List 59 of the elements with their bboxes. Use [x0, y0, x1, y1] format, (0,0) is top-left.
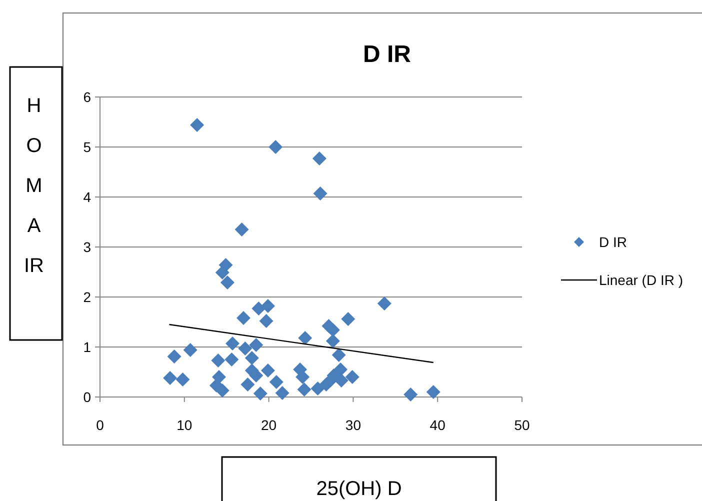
- point: [310, 382, 325, 396]
- point: [259, 314, 274, 328]
- point: [244, 351, 259, 365]
- point: [226, 336, 240, 350]
- point: [190, 118, 204, 132]
- y-tick-label: 0: [83, 389, 92, 405]
- point: [234, 222, 249, 236]
- point: [334, 362, 348, 376]
- point: [268, 140, 283, 154]
- x-tick-label: 10: [176, 417, 192, 433]
- y-tick-label: 2: [83, 289, 92, 305]
- x-tick-label: 40: [430, 417, 446, 433]
- y-tick-label: 6: [83, 89, 92, 105]
- x-tick-label: 30: [345, 417, 362, 433]
- point: [238, 342, 252, 356]
- point: [236, 311, 250, 325]
- y-axis-title: HOMA IR: [24, 95, 44, 277]
- x-tick-label: 50: [514, 417, 530, 433]
- x-axis-title: 25(OH) D: [316, 478, 402, 500]
- point: [404, 388, 418, 402]
- x-tick-label: 0: [96, 417, 104, 433]
- point: [269, 375, 284, 389]
- point: [345, 370, 360, 384]
- x-tick-label: 20: [261, 417, 277, 433]
- point: [296, 370, 310, 384]
- point: [176, 372, 190, 386]
- point: [313, 186, 328, 200]
- point: [211, 354, 226, 368]
- point: [260, 364, 275, 378]
- chart-title: D IR: [363, 41, 411, 68]
- point: [326, 323, 340, 337]
- point: [224, 352, 239, 366]
- point: [163, 371, 178, 385]
- y-tick-label: 3: [83, 239, 92, 255]
- legend-label: D IR: [599, 234, 627, 250]
- point: [220, 276, 234, 290]
- point: [215, 384, 230, 398]
- y-tick-label: 5: [83, 139, 92, 155]
- point: [426, 385, 440, 399]
- point: [167, 350, 182, 364]
- point: [326, 334, 340, 348]
- point: [377, 296, 392, 310]
- point: [275, 386, 290, 400]
- point: [253, 386, 268, 400]
- point: [240, 378, 255, 392]
- point: [298, 331, 312, 345]
- y-tick-label: 4: [83, 189, 92, 205]
- point: [215, 266, 230, 280]
- point: [332, 348, 346, 362]
- point: [334, 374, 348, 388]
- legend-label: Linear (D IR ): [599, 272, 684, 288]
- point: [312, 152, 326, 166]
- point: [341, 312, 356, 326]
- y-tick-label: 1: [83, 339, 92, 355]
- point: [249, 338, 264, 352]
- point: [183, 343, 198, 357]
- point: [297, 382, 312, 396]
- point: [252, 302, 266, 316]
- point: [260, 299, 275, 313]
